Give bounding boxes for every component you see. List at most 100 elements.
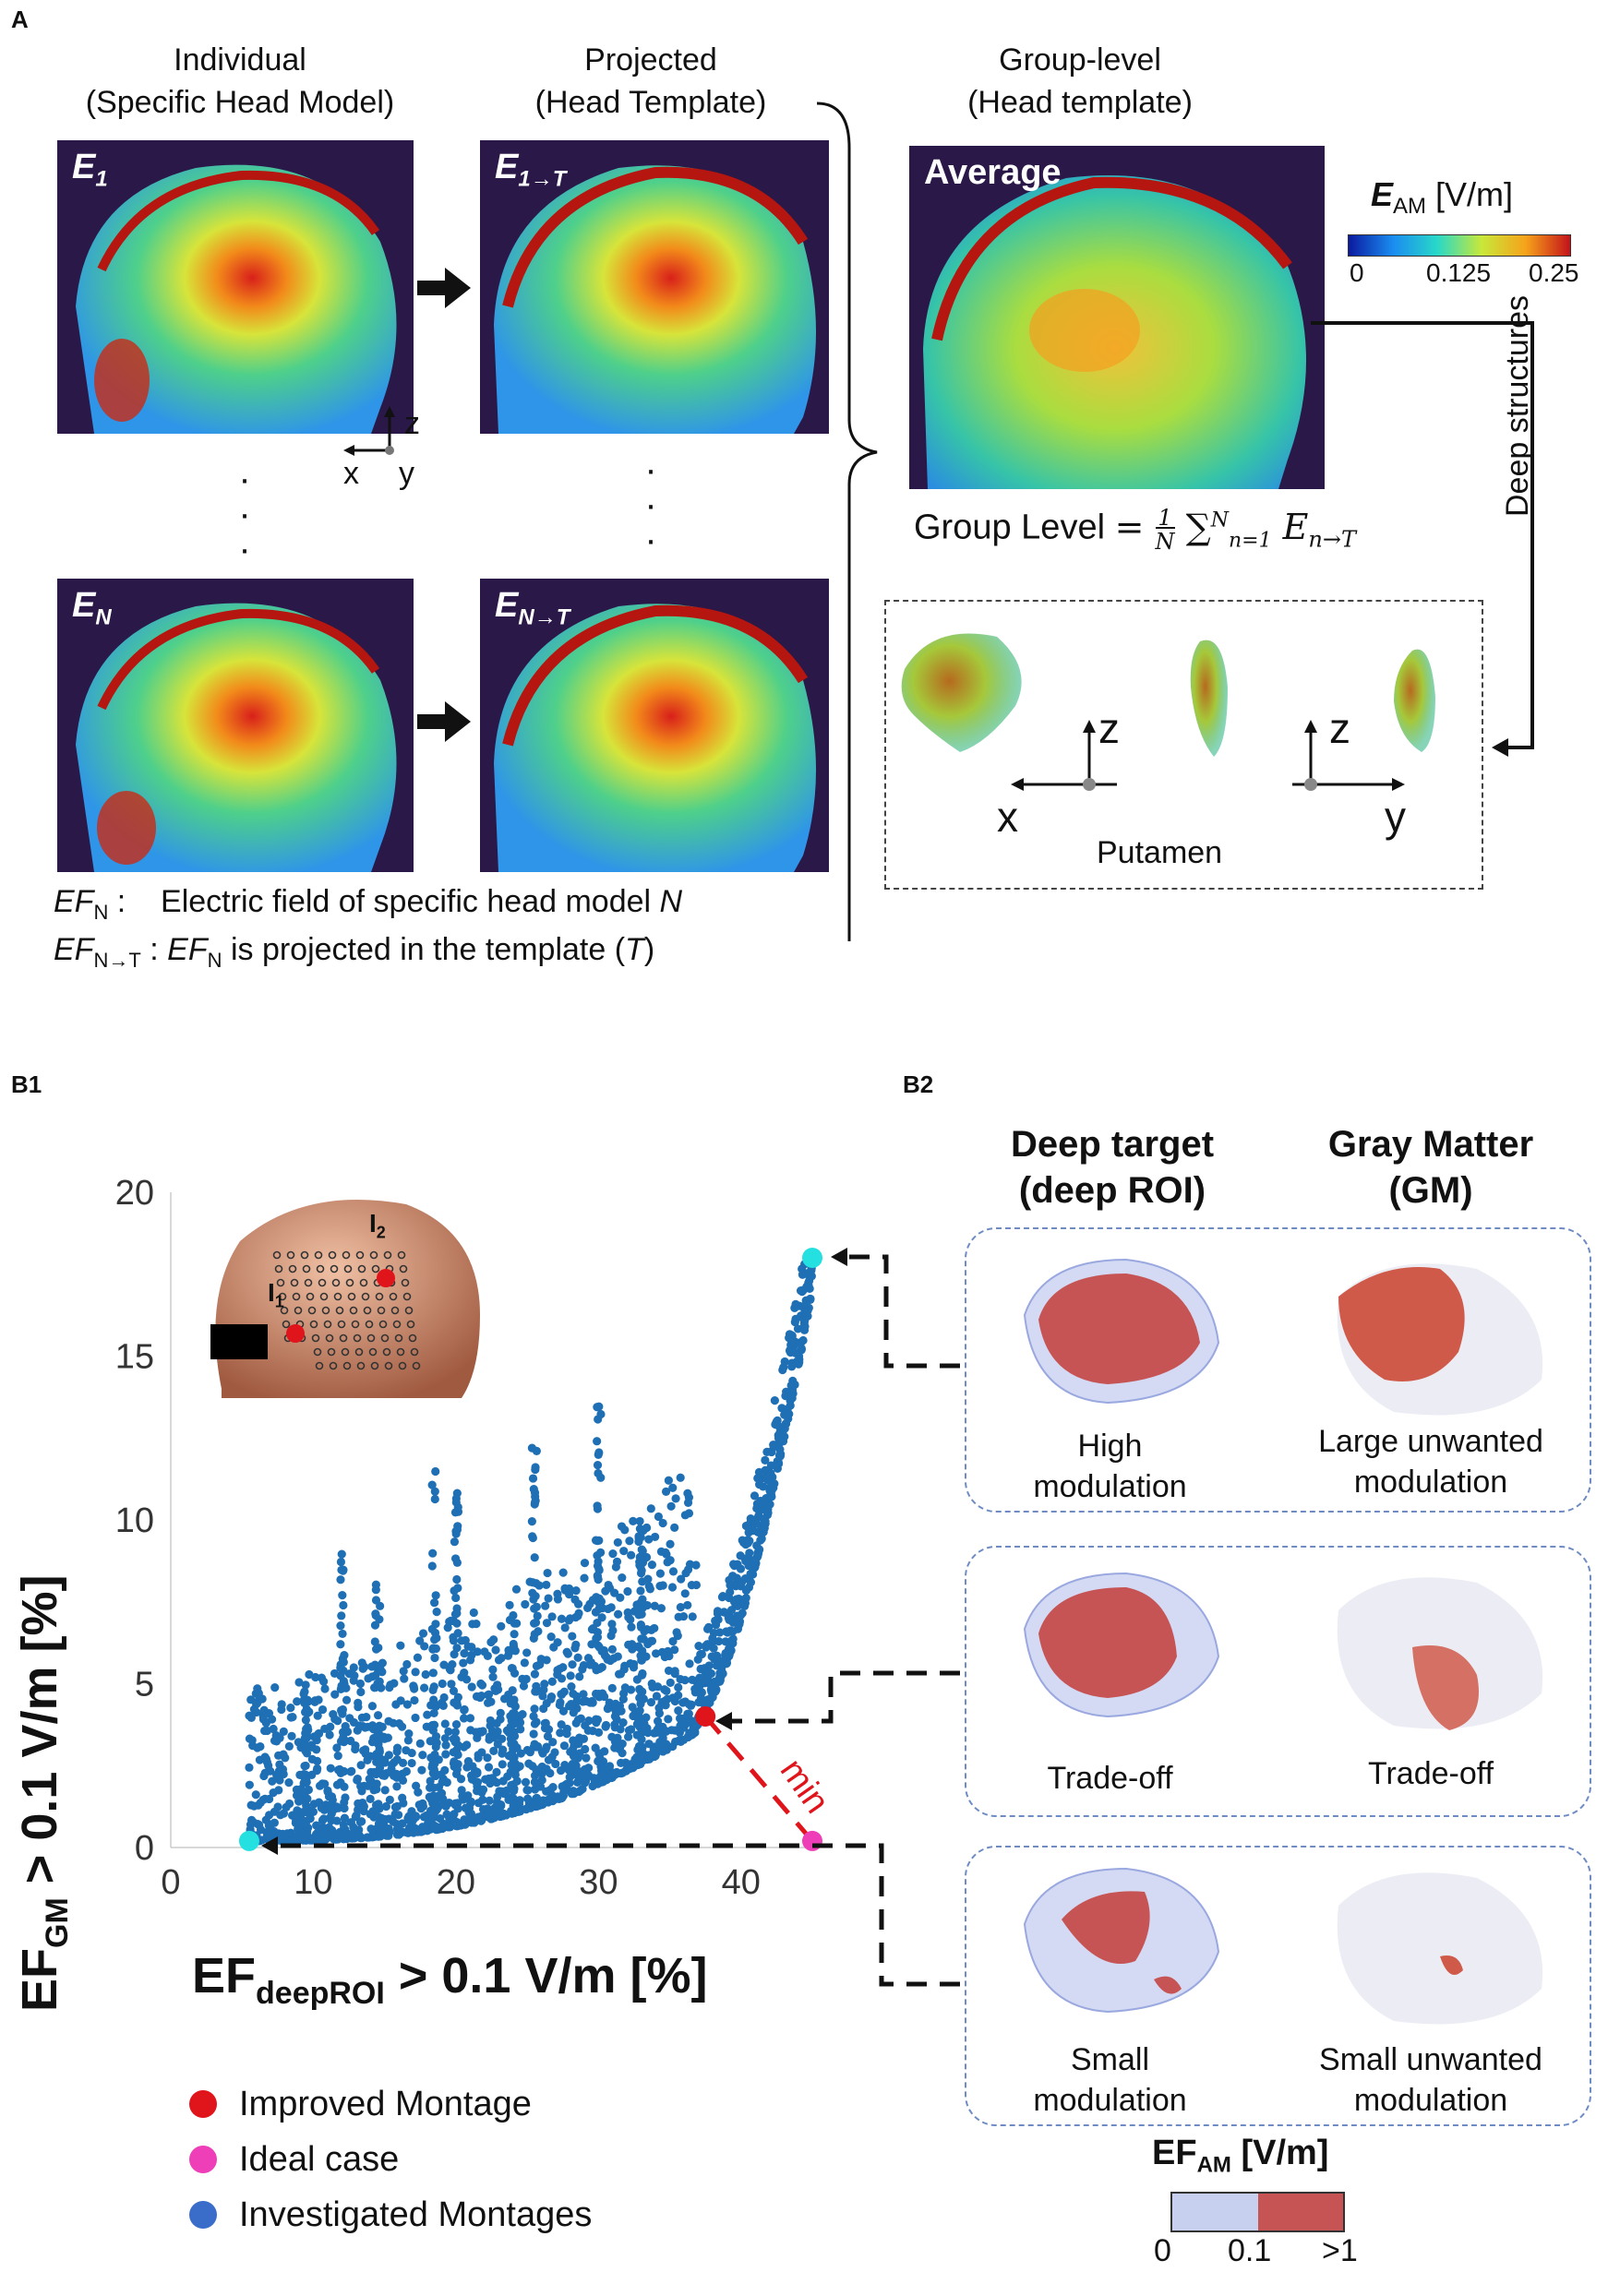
scatter-point (623, 1608, 632, 1617)
scatter-point (557, 1765, 566, 1776)
x-tick-label: 0 (161, 1863, 180, 1902)
scatter-chart: 0 10 20 30 40 0 5 10 15 20 min (115, 1174, 837, 1902)
scatter-point (691, 1561, 701, 1570)
scatter-point (613, 1652, 622, 1661)
scatter-point (431, 1742, 440, 1752)
scatter-point (429, 1720, 439, 1729)
scatter-point (689, 1720, 699, 1729)
scatter-point (798, 1270, 808, 1279)
scatter-point (429, 1764, 438, 1775)
electrode-dot (368, 1347, 378, 1357)
electrode-dot (347, 1292, 356, 1301)
scatter-point (629, 1516, 638, 1525)
scatter-point (607, 1644, 617, 1654)
scatter-point (530, 1669, 540, 1679)
scatter-point (509, 1642, 519, 1651)
scatter-point (475, 1692, 485, 1703)
scatter-point (687, 1581, 696, 1590)
scatter-point (543, 1568, 552, 1578)
scatter-point (573, 1716, 583, 1725)
scatter-point (626, 1658, 635, 1668)
scatter-point (761, 1455, 770, 1465)
scatter-point (670, 1737, 680, 1747)
efam-tick-0: 0 (1154, 2233, 1171, 2268)
scatter-point (713, 1607, 723, 1616)
scatter-point (299, 1835, 308, 1844)
scatter-point (532, 1602, 541, 1611)
scatter-point (307, 1754, 317, 1764)
scatter-point (251, 1790, 260, 1800)
scatter-point (666, 1539, 675, 1549)
scatter-point (411, 1668, 420, 1677)
scatter-point (528, 1578, 537, 1587)
scatter-point (344, 1669, 354, 1679)
y-tick-label: 0 (135, 1829, 154, 1868)
scatter-point (272, 1771, 282, 1780)
scatter-point (528, 1532, 537, 1541)
scatter-point (440, 1823, 450, 1832)
scatter-point (601, 1720, 611, 1730)
head-image-average: Average (909, 146, 1325, 489)
scatter-point (429, 1695, 438, 1704)
scatter-point (637, 1609, 646, 1619)
scatter-point (299, 1695, 309, 1704)
scatter-point (374, 1643, 383, 1653)
scatter-point (785, 1330, 795, 1339)
scatter-point (728, 1616, 738, 1625)
ideal-case-point (802, 1830, 822, 1851)
legend-item-investigated: Investigated Montages (189, 2187, 592, 2242)
electrode-dot (406, 1320, 415, 1329)
scatter-point (519, 1681, 529, 1691)
scatter-point (656, 1604, 666, 1613)
scatter-point (491, 1686, 500, 1695)
scatter-point (275, 1760, 284, 1769)
scatter-point (553, 1638, 562, 1647)
scatter-point (613, 1537, 622, 1548)
scatter-point (531, 1496, 540, 1505)
scatter-point (617, 1522, 627, 1531)
scatter-point (656, 1547, 666, 1556)
scatter-point (567, 1771, 576, 1780)
scatter-point (449, 1748, 458, 1757)
scatter-point (315, 1781, 325, 1790)
electrode-dot (278, 1292, 287, 1301)
scatter-point (450, 1650, 459, 1659)
scatter-point (399, 1667, 408, 1676)
scatter-point (688, 1612, 697, 1621)
scatter-point (593, 1501, 602, 1511)
scatter-point (440, 1734, 450, 1743)
electrode-dot (302, 1264, 311, 1274)
scatter-point (472, 1620, 481, 1629)
scatter-point (648, 1682, 657, 1692)
scatter-point (492, 1767, 501, 1777)
scatter-point (592, 1593, 601, 1602)
scatter-point (266, 1820, 276, 1829)
scatter-point (592, 1718, 601, 1728)
scatter-point (382, 1768, 391, 1778)
scatter-point (664, 1476, 673, 1485)
putamen-box (884, 600, 1483, 890)
scatter-point (567, 1789, 576, 1799)
scatter-point (465, 1815, 474, 1824)
scatter-point (336, 1620, 345, 1631)
scatter-point (326, 1812, 335, 1822)
scatter-point (638, 1668, 647, 1679)
scatter-point (726, 1637, 736, 1646)
scatter-point (674, 1682, 683, 1692)
scatter-point (709, 1628, 719, 1638)
scatter-point (562, 1729, 571, 1739)
scatter-point (684, 1509, 694, 1518)
scatter-point (530, 1553, 539, 1562)
scatter-point (638, 1646, 647, 1656)
scatter-point (450, 1728, 460, 1737)
scatter-point (566, 1747, 575, 1757)
scatter-point (683, 1498, 693, 1507)
scatter-point (277, 1836, 286, 1846)
scatter-point (510, 1728, 519, 1737)
putamen-axes-yz (1292, 720, 1405, 791)
scatter-point (505, 1615, 515, 1625)
electrode-dot (363, 1306, 372, 1315)
electrode-dot (408, 1333, 417, 1343)
scatter-point (510, 1701, 519, 1710)
b2-caption-deep-small: Small modulation (1033, 2042, 1187, 2118)
